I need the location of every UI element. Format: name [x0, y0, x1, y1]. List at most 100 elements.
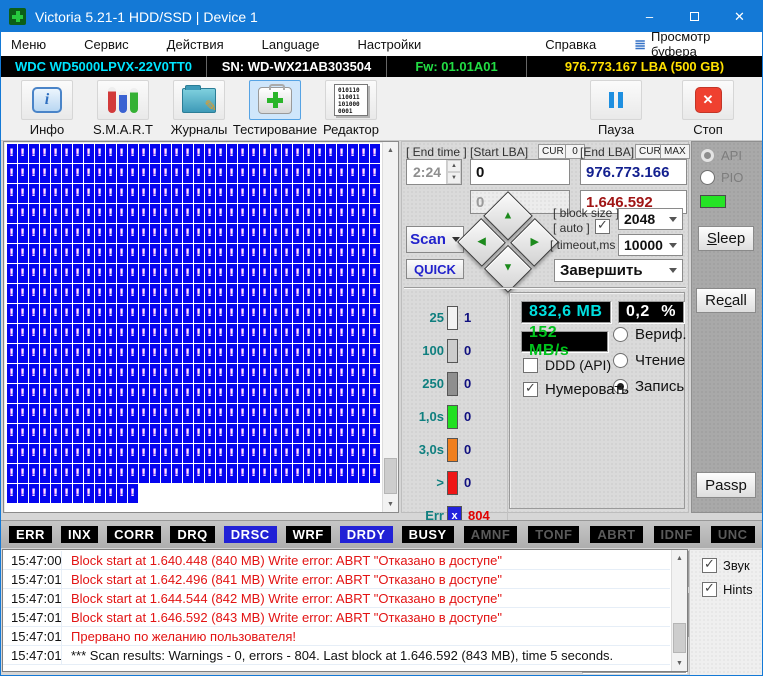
- test-block: !: [73, 344, 83, 363]
- test-block: !: [51, 464, 61, 483]
- recall-button[interactable]: Re c all: [696, 288, 756, 313]
- toolbar-button-smart[interactable]: S.M.A.R.T: [85, 80, 161, 137]
- test-block: !: [359, 244, 369, 263]
- sound-checkbox[interactable]: Звук: [702, 556, 750, 573]
- test-block: !: [183, 324, 193, 343]
- menu-item-меню[interactable]: Меню: [11, 36, 47, 52]
- test-block: !: [359, 304, 369, 323]
- test-block: !: [348, 184, 358, 203]
- start-lba-input[interactable]: 0: [470, 159, 570, 185]
- test-block: !: [29, 264, 39, 283]
- log-row: 15:47:01 Прервано по желанию пользователя…: [3, 627, 670, 646]
- toolbar-button-testing[interactable]: Тестирование: [233, 80, 317, 137]
- hints-checkbox[interactable]: Hints: [702, 580, 753, 597]
- end-lba-max-button[interactable]: MAX: [660, 144, 690, 159]
- scroll-up-icon[interactable]: [383, 142, 398, 158]
- menu-item-справка[interactable]: Справка: [545, 36, 597, 52]
- test-block: !: [139, 404, 149, 423]
- toolbar-button-pause[interactable]: Пауза: [578, 80, 654, 137]
- test-block: !: [238, 444, 248, 463]
- test-block: !: [62, 224, 72, 243]
- status-led-drdy: DRDY: [339, 526, 393, 543]
- test-block: !: [359, 184, 369, 203]
- mode-write-radio[interactable]: Запись: [613, 378, 684, 395]
- finish-action-select[interactable]: Завершить: [554, 259, 683, 282]
- test-block: !: [304, 204, 314, 223]
- menu-item-действия[interactable]: Действия: [166, 36, 224, 52]
- test-block: !: [216, 364, 226, 383]
- end-time-spinner[interactable]: 2:24: [406, 159, 462, 185]
- test-block: !: [249, 284, 259, 303]
- test-block: !: [128, 384, 138, 403]
- test-block: !: [73, 364, 83, 383]
- log-scrollbar[interactable]: [671, 550, 687, 671]
- test-block: !: [18, 344, 28, 363]
- block-size-select[interactable]: 2048: [618, 208, 683, 230]
- legend-row-1,0s: 1,0s 0: [404, 400, 507, 433]
- test-block: !: [271, 264, 281, 283]
- test-block: !: [304, 184, 314, 203]
- menu-item-language[interactable]: Language: [261, 36, 320, 52]
- minimize-button[interactable]: –: [645, 9, 654, 24]
- test-block: !: [29, 244, 39, 263]
- test-block: !: [249, 224, 259, 243]
- scroll-down-icon[interactable]: [383, 496, 398, 512]
- ddd-api-checkbox[interactable]: DDD (API): [523, 357, 611, 373]
- test-block: !: [359, 224, 369, 243]
- auto-checkbox[interactable]: [595, 217, 610, 234]
- test-block: !: [40, 224, 50, 243]
- maximize-button[interactable]: [672, 9, 717, 24]
- close-button[interactable]: ✕: [734, 8, 745, 24]
- test-block: !: [348, 144, 358, 163]
- grid-scrollbar[interactable]: [382, 142, 398, 512]
- timeout-select[interactable]: 10000: [618, 234, 683, 256]
- test-block: !: [238, 164, 248, 183]
- start-lba-cur-button[interactable]: CUR: [538, 144, 568, 159]
- numerate-checkbox[interactable]: Нумеровать: [523, 380, 629, 398]
- test-block: !: [161, 384, 171, 403]
- test-block: !: [95, 224, 105, 243]
- test-block: !: [40, 304, 50, 323]
- log-scrollbar-thumb[interactable]: [673, 623, 686, 653]
- test-block: !: [293, 464, 303, 483]
- test-block: !: [238, 284, 248, 303]
- timeout-label: [ timeout,ms ]: [550, 238, 623, 252]
- scroll-up-icon[interactable]: [672, 550, 687, 566]
- toolbar-button-editor[interactable]: 010110 110011 101000 0001 Редактор: [313, 80, 389, 137]
- scroll-down-icon[interactable]: [672, 655, 687, 671]
- spinner-arrows-icon[interactable]: [446, 160, 461, 184]
- mode-verify-radio[interactable]: Вериф.: [613, 326, 687, 343]
- toolbar-button-stop[interactable]: Стоп: [670, 80, 746, 137]
- test-block: !: [326, 404, 336, 423]
- quick-button[interactable]: QUICK: [406, 259, 464, 279]
- passp-button[interactable]: Passp: [696, 472, 756, 498]
- buffer-view-button[interactable]: Просмотр буфера: [634, 29, 752, 59]
- test-block: !: [194, 264, 204, 283]
- test-block: !: [40, 404, 50, 423]
- test-block: !: [117, 424, 127, 443]
- radio-icon: [613, 327, 628, 342]
- start-lba-zero-button[interactable]: 0: [565, 144, 585, 159]
- test-block: !: [326, 444, 336, 463]
- test-block: !: [359, 384, 369, 403]
- end-lba-input[interactable]: 976.773.166: [580, 159, 687, 185]
- test-block: !: [183, 204, 193, 223]
- menu-item-сервис[interactable]: Сервис: [84, 36, 129, 52]
- test-block: !: [29, 184, 39, 203]
- test-block: !: [128, 404, 138, 423]
- toolbar-button-info[interactable]: i Инфо: [9, 80, 85, 137]
- status-led-drsc: DRSC: [223, 526, 277, 543]
- test-block: !: [227, 284, 237, 303]
- grid-scrollbar-thumb[interactable]: [384, 458, 397, 494]
- menu-item-настройки[interactable]: Настройки: [357, 36, 422, 52]
- quick-button-label: QUICK: [414, 261, 456, 277]
- test-block: !: [172, 384, 182, 403]
- test-block: !: [271, 464, 281, 483]
- test-block: !: [7, 484, 17, 503]
- ddd-api-label: DDD (API): [545, 357, 612, 373]
- toolbar-button-logs[interactable]: Журналы: [161, 80, 237, 137]
- test-block: !: [18, 204, 28, 223]
- scan-button[interactable]: Scan: [406, 226, 464, 253]
- mode-read-radio[interactable]: Чтение: [613, 352, 685, 369]
